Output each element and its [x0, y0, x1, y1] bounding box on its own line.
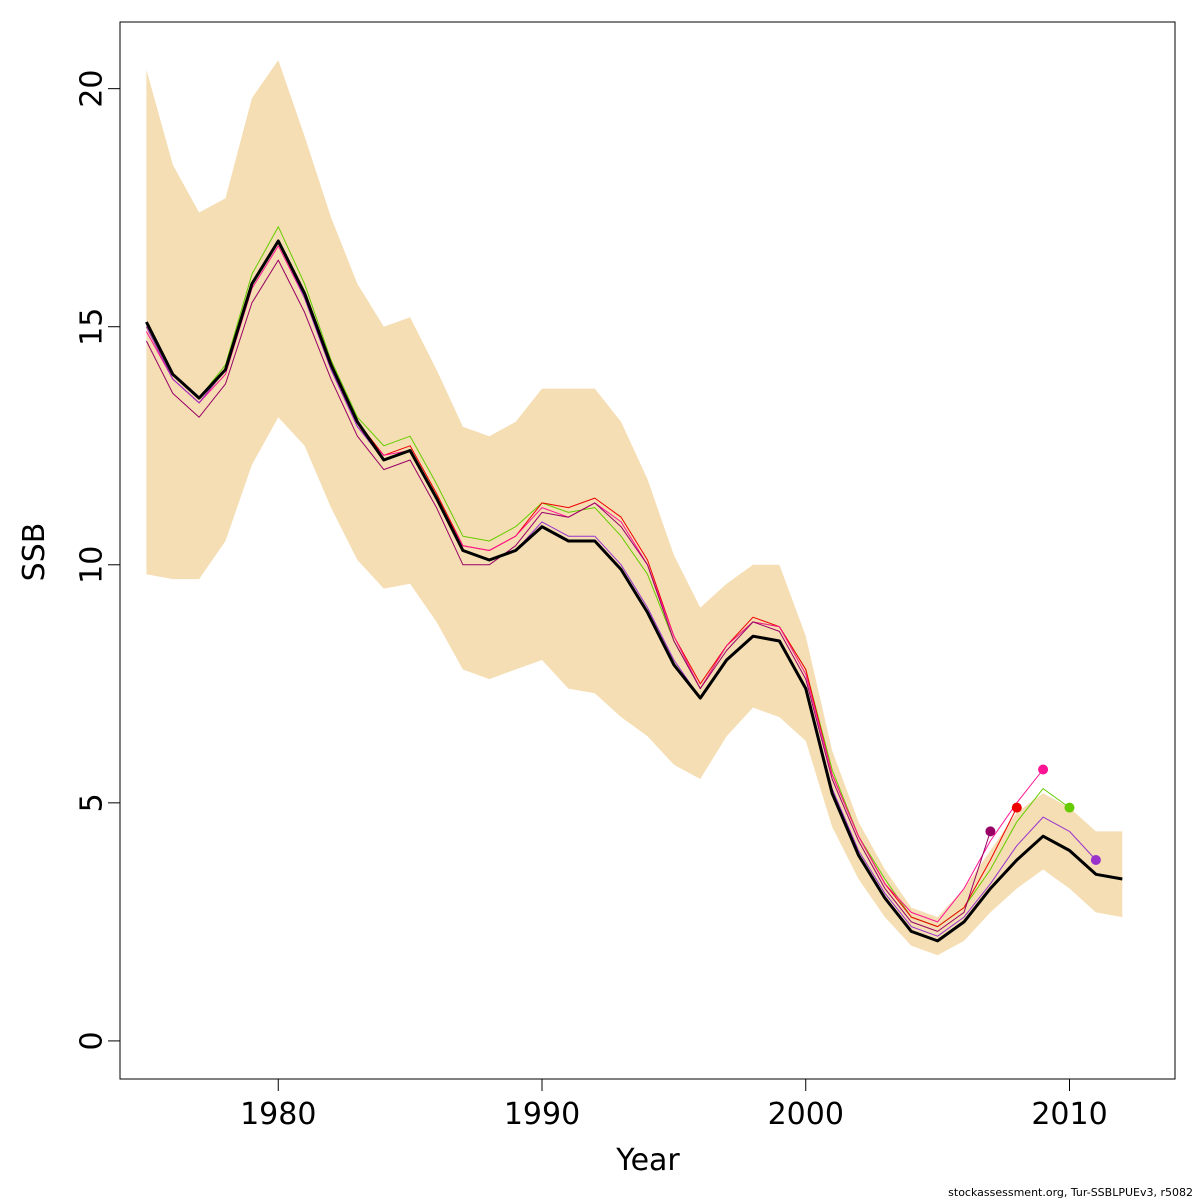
x-tick-label: 2000	[768, 1097, 844, 1132]
y-axis-title: SSB	[17, 523, 52, 582]
confidence-band	[146, 60, 1123, 956]
x-tick-label: 1990	[504, 1097, 580, 1132]
x-tick-label: 1980	[240, 1097, 316, 1132]
footer-caption: stockassessment.org, Tur-SSBLPUEv3, r508…	[948, 1186, 1193, 1199]
series-layer	[145, 226, 1123, 943]
y-tick-label: 5	[75, 793, 110, 812]
y-axis: 0 5 10 15 20	[74, 70, 121, 1050]
y-tick-label: 15	[75, 308, 110, 346]
y-tick-label: 10	[75, 546, 110, 584]
x-axis-title: Year	[615, 1143, 680, 1178]
series-line-4	[145, 259, 991, 932]
x-axis: 1980 1990 2000 2010	[240, 1078, 1108, 1132]
confidence-band-layer	[146, 60, 1123, 956]
series-line-5	[145, 240, 1097, 937]
series-end-marker-4	[985, 826, 996, 837]
series-line-6	[145, 239, 1123, 943]
y-tick-label: 0	[75, 1031, 110, 1050]
end-marker-layer	[985, 764, 1101, 865]
series-end-marker-2	[1011, 802, 1022, 813]
series-end-marker-3	[1038, 764, 1049, 775]
y-tick-label: 20	[74, 70, 109, 108]
x-tick-label: 2010	[1031, 1097, 1107, 1132]
series-end-marker-1	[1064, 802, 1075, 813]
series-end-marker-5	[1090, 855, 1101, 865]
